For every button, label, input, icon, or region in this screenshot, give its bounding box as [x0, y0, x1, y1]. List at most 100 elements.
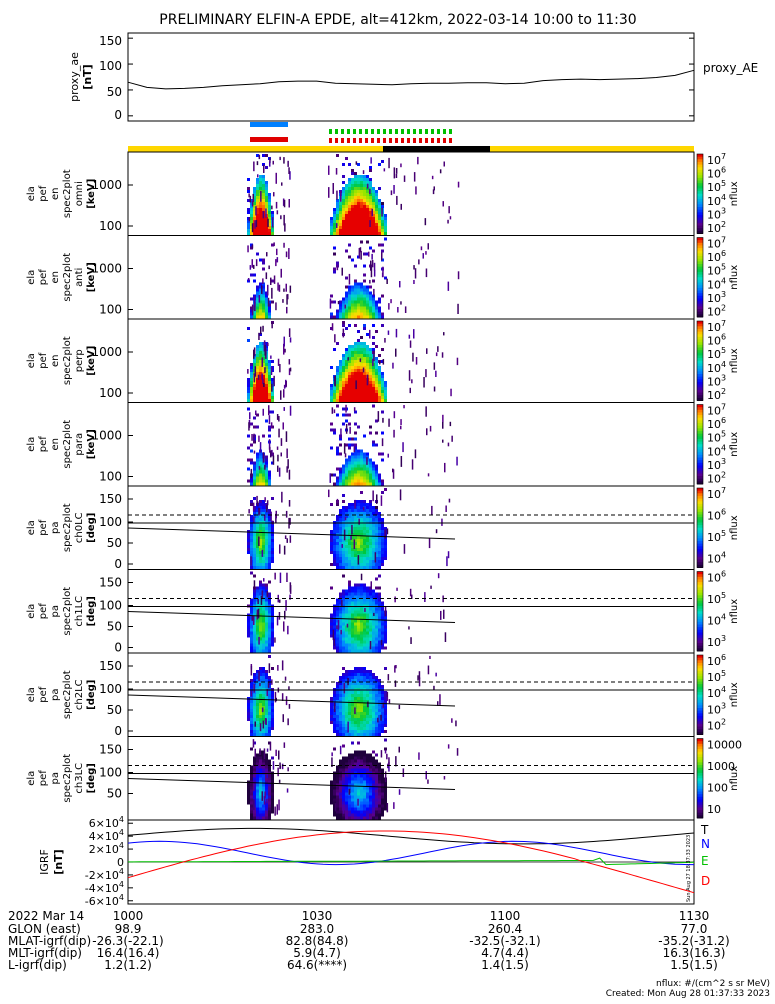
spectrogram-cell	[262, 795, 265, 799]
spectrogram-speck	[425, 268, 428, 278]
spectrogram-cell	[336, 476, 339, 480]
igrf-line-E	[128, 857, 695, 866]
spectrogram-speck	[335, 168, 338, 175]
spectrogram-cell	[259, 479, 262, 483]
spectrogram-cell	[372, 220, 375, 223]
spectrogram-speck	[331, 752, 333, 757]
spectrogram-cell	[348, 193, 351, 196]
spectrogram-cell	[265, 461, 268, 465]
spectrogram-cell	[339, 360, 342, 363]
spectrogram-speck	[275, 302, 277, 311]
spectrogram-cell	[375, 309, 378, 313]
spectrogram-cell	[259, 208, 262, 211]
spectrogram-speck	[276, 210, 279, 215]
spectrogram-cell	[268, 795, 271, 799]
spectrogram-cell	[268, 530, 271, 533]
spectrogram-cell	[330, 715, 333, 718]
spectrogram-cell	[348, 551, 351, 554]
spectrogram-cell	[271, 795, 274, 799]
spectrogram-cell	[354, 461, 357, 465]
spectrogram-speck	[333, 638, 335, 646]
spectrogram-cell	[342, 300, 345, 304]
spectrogram-cell	[333, 300, 336, 304]
spectrogram-cell	[250, 715, 253, 718]
spectrogram-cell	[262, 306, 265, 310]
spectrogram-cell	[357, 759, 360, 763]
spectrogram-cell	[256, 631, 259, 635]
spectrogram-cell	[265, 607, 268, 611]
spectrogram-cell	[345, 381, 348, 384]
spectrogram-cell	[339, 482, 342, 486]
spectrogram-cell	[256, 461, 259, 465]
spectrogram-cell	[330, 446, 333, 450]
spectrogram-cell	[259, 768, 262, 772]
spectrogram-cell	[342, 733, 345, 736]
spectrogram-cell	[357, 524, 360, 527]
colorbar-segment	[697, 314, 703, 318]
spectrogram-cell	[265, 589, 268, 593]
spectrogram-speck	[340, 629, 342, 635]
spectrogram-cell	[330, 542, 333, 545]
spectrogram-cell	[262, 586, 265, 590]
spectrogram-cell	[342, 727, 345, 730]
spectrogram-speck	[270, 511, 272, 522]
spectrogram-cell	[268, 679, 271, 682]
spectrogram-cell	[366, 285, 369, 289]
spectrogram-cell	[262, 643, 265, 647]
spectrogram-cell	[253, 497, 256, 500]
spectrogram-cell	[378, 217, 381, 220]
spectrogram-cell	[378, 727, 381, 730]
spectrogram-cell	[339, 393, 342, 396]
spectrogram-cell	[253, 589, 256, 593]
spectrogram-cell	[342, 730, 345, 733]
colorbar-segment	[697, 167, 703, 171]
colorbar-tick-label: 104	[707, 612, 726, 627]
spectrogram-cell	[262, 223, 265, 226]
spectrogram-cell	[348, 396, 351, 399]
spectrogram-speck	[329, 473, 331, 483]
spectrogram-cell	[357, 226, 360, 229]
spectrogram-cell	[268, 366, 271, 369]
colorbar-label: nflux	[729, 682, 740, 707]
spectrogram-speck	[433, 685, 435, 691]
spectrogram-cell	[363, 291, 366, 295]
spectrogram-cell	[372, 390, 375, 393]
colorbar-segment	[697, 444, 703, 448]
x-tick-1130: 1130	[679, 909, 710, 923]
panel-ytick-label: 100	[99, 219, 122, 233]
spectrogram-cell	[265, 220, 268, 223]
spectrogram-cell	[342, 214, 345, 217]
spectrogram-speck	[443, 776, 446, 780]
spectrogram-cell	[253, 595, 256, 599]
colorbar-segment	[697, 632, 703, 636]
spectrogram-cell	[339, 777, 342, 781]
spectrogram-cell	[363, 703, 366, 706]
spectrogram-cell	[369, 169, 372, 172]
spectrogram-speck	[286, 788, 289, 793]
spectrogram-cell	[366, 691, 369, 694]
igrf-legend-E: E	[701, 854, 709, 868]
spectrogram-cell	[345, 607, 348, 611]
spectrogram-cell	[357, 351, 360, 354]
spectrogram-speck	[424, 218, 427, 226]
spectrogram-cell	[348, 712, 351, 715]
spectrogram-cell	[339, 390, 342, 393]
panel-ylabel: ela	[26, 520, 37, 535]
spectrogram-cell	[253, 810, 256, 814]
spectrogram-cell	[265, 616, 268, 620]
spectrogram-cell	[259, 697, 262, 700]
spectrogram-cell	[369, 619, 372, 623]
spectrogram-cell	[375, 518, 378, 521]
spectrogram-cell	[384, 276, 387, 280]
spectrogram-speck	[258, 435, 260, 442]
spectrogram-cell	[345, 464, 348, 468]
spectrogram-cell	[381, 628, 384, 632]
spectrogram-speck	[274, 572, 276, 580]
spectrogram-cell	[256, 673, 259, 676]
spectrogram-cell	[372, 786, 375, 790]
spectrogram-cell	[345, 709, 348, 712]
spectrogram-cell	[336, 211, 339, 214]
spectrogram-cell	[247, 542, 250, 545]
zone-red-dot	[437, 138, 440, 143]
spectrogram-cell	[366, 387, 369, 390]
